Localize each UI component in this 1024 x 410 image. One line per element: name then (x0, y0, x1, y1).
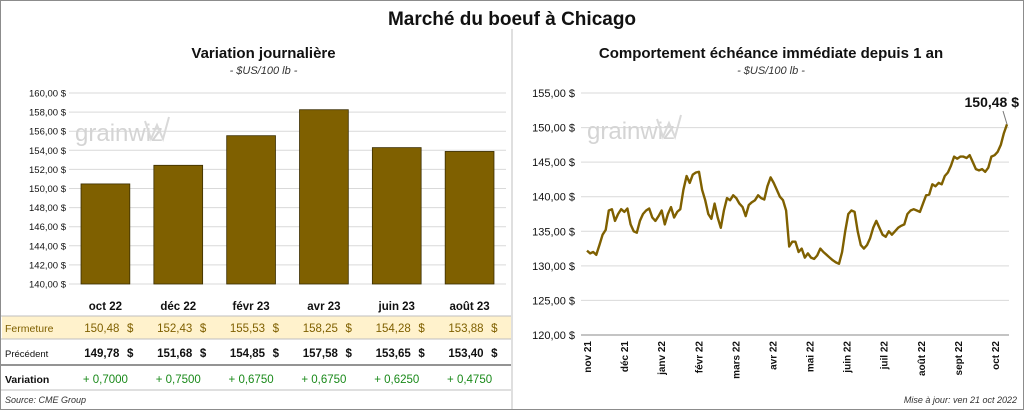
y-tick-label: 156,00 $ (29, 127, 67, 138)
table-cell-unit: $ (346, 323, 353, 335)
table-cell: + 0,7500 (156, 374, 201, 386)
update-note: Mise à jour: ven 21 oct 2022 (903, 395, 1017, 405)
bar (371, 147, 422, 285)
y-tick-label: 145,00 $ (532, 157, 575, 169)
table-cell: 154,28 (376, 323, 411, 335)
bar (299, 109, 349, 285)
table-cell-unit: $ (418, 348, 425, 360)
table-cell: + 0,6250 (374, 374, 419, 386)
table-cell: 152,43 (157, 323, 192, 335)
x-tick-label: nov 21 (583, 341, 594, 373)
bar (80, 183, 131, 285)
table-cell-unit: $ (491, 348, 498, 360)
y-tick-label: 150,00 $ (29, 184, 67, 195)
y-tick-label: 120,00 $ (532, 330, 575, 342)
table-cell: + 0,6750 (301, 374, 346, 386)
table-cell: + 0,4750 (447, 374, 492, 386)
row-label: Précédent (5, 349, 49, 360)
table-cell-unit: $ (273, 323, 280, 335)
table-cell: + 0,6750 (229, 374, 274, 386)
x-tick-label: mai 22 (806, 341, 817, 373)
x-tick-label: avr 22 (768, 341, 779, 370)
right-line-chart: 120,00 $ 125,00 $ 130,00 $ 135,00 $ 140,00 $… (532, 88, 1020, 379)
source-note: Source: CME Group (5, 395, 87, 405)
x-tick-label: janv 22 (657, 341, 668, 376)
x-tick-label: juil 22 (880, 341, 891, 371)
category-label: avr 23 (307, 301, 340, 313)
right-chart-unit: - $US/100 lb - (737, 65, 805, 77)
y-tick-label: 146,00 $ (29, 222, 67, 233)
bar (153, 164, 204, 285)
x-tick-label: mars 22 (731, 341, 742, 379)
table-cell: 153,88 (448, 323, 483, 335)
y-tick-label: 155,00 $ (532, 88, 575, 100)
x-tick-label: déc 21 (620, 341, 631, 373)
table-cell: 154,85 (230, 348, 266, 360)
category-label: août 23 (449, 301, 489, 313)
table-cell-unit: $ (127, 348, 134, 360)
bar (444, 151, 495, 285)
category-label: oct 22 (89, 301, 122, 313)
y-tick-label: 135,00 $ (532, 226, 575, 238)
category-label: déc 22 (160, 301, 196, 313)
table-cell-unit: $ (346, 348, 353, 360)
y-tick-label: 148,00 $ (29, 203, 67, 214)
table-cell: 158,25 (303, 323, 338, 335)
y-tick-label: 158,00 $ (29, 108, 67, 119)
last-value-label: 150,48 $ (965, 94, 1020, 110)
close-row-bg (2, 316, 511, 339)
table-cell-unit: $ (200, 348, 207, 360)
table-cell-unit: $ (273, 348, 280, 360)
table-cell: 153,65 (376, 348, 412, 360)
table-cell-unit: $ (200, 323, 207, 335)
table-cell: 155,53 (230, 323, 265, 335)
right-chart-title: Comportement échéance immédiate depuis 1… (598, 45, 944, 62)
grainwiz-watermark: grainwiz (75, 116, 170, 147)
row-label: Fermeture (5, 323, 54, 335)
y-tick-label: 140,00 $ (532, 192, 575, 204)
grainwiz-watermark: grainwiz (587, 114, 682, 145)
y-tick-label: 140,00 $ (29, 280, 67, 291)
watermark-mark (656, 114, 682, 141)
category-label: juin 23 (378, 301, 415, 313)
x-tick-label: oct 22 (991, 341, 1002, 370)
y-tick-label: 150,00 $ (532, 123, 575, 135)
table-cell: 149,78 (84, 348, 120, 360)
table-cell-unit: $ (491, 323, 498, 335)
table-cell-unit: $ (127, 323, 134, 335)
y-tick-label: 152,00 $ (29, 165, 67, 176)
x-tick-label: août 22 (917, 341, 928, 376)
table-cell: 150,48 (84, 323, 119, 335)
y-tick-label: 154,00 $ (29, 146, 67, 157)
table-cell: 157,58 (303, 348, 339, 360)
category-label: févr 23 (233, 301, 270, 313)
x-tick-label: juin 22 (843, 341, 854, 374)
price-line (586, 123, 1009, 265)
y-tick-label: 144,00 $ (29, 241, 67, 252)
table-cell-unit: $ (418, 323, 425, 335)
left-chart-title: Variation journalière (191, 45, 336, 62)
left-chart-unit: - $US/100 lb - (229, 65, 298, 77)
table-cell: 151,68 (157, 348, 193, 360)
left-bar-chart: 140,00 $ 142,00 $ 144,00 $ 146,00 $ 148,00 $… (1, 29, 513, 409)
y-tick-label: 130,00 $ (532, 261, 575, 273)
y-tick-label: 142,00 $ (29, 260, 67, 271)
x-tick-label: févr 22 (694, 341, 705, 374)
main-title: Marché du boeuf à Chicago (387, 9, 637, 30)
watermark-mark (144, 116, 170, 143)
table-cell: + 0,7000 (83, 374, 128, 386)
y-tick-label: 160,00 $ (29, 89, 67, 100)
x-tick-label: sept 22 (954, 341, 965, 376)
table-cell: 153,40 (448, 348, 483, 360)
row-label: Variation (5, 374, 49, 386)
last-value-leader (1002, 110, 1008, 125)
bar (226, 135, 276, 285)
y-tick-label: 125,00 $ (532, 295, 575, 307)
